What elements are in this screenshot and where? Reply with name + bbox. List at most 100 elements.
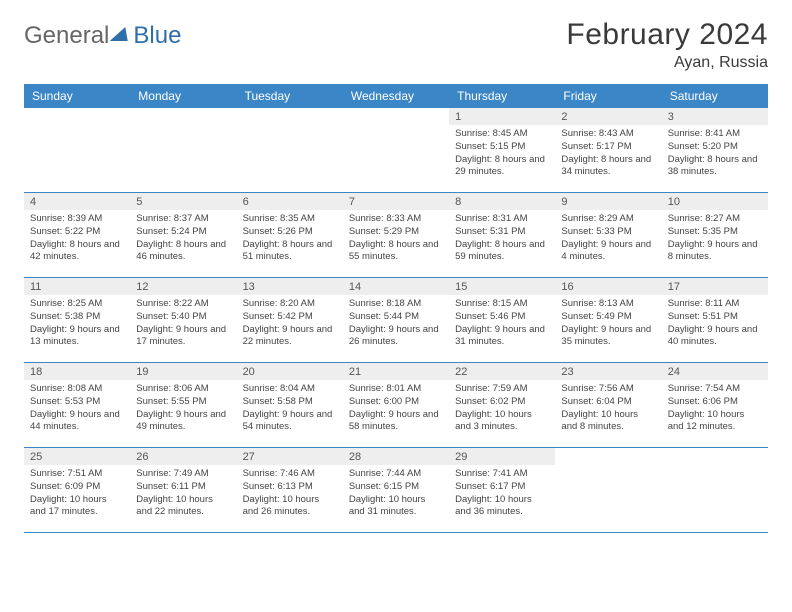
- calendar-day-cell: 15 Sunrise: 8:15 AMSunset: 5:46 PMDayligh…: [449, 278, 555, 362]
- weekday-label: Thursday: [449, 84, 555, 108]
- day-number: 19: [130, 363, 236, 380]
- title-block: February 2024 Ayan, Russia: [566, 18, 768, 72]
- daylight-line: Daylight: 9 hours and 26 minutes.: [349, 324, 443, 350]
- daylight-line: Daylight: 10 hours and 17 minutes.: [30, 494, 124, 520]
- sunset-line: Sunset: 5:29 PM: [349, 226, 443, 239]
- day-number: 4: [24, 193, 130, 210]
- sunset-line: Sunset: 5:17 PM: [561, 141, 655, 154]
- sunrise-line: Sunrise: 7:56 AM: [561, 383, 655, 396]
- day-number: 23: [555, 363, 661, 380]
- day-data: Sunrise: 8:20 AMSunset: 5:42 PMDaylight:…: [237, 295, 343, 353]
- sunset-line: Sunset: 5:58 PM: [243, 396, 337, 409]
- day-number: 6: [237, 193, 343, 210]
- sunrise-line: Sunrise: 8:18 AM: [349, 298, 443, 311]
- calendar-day-cell: 27Sunrise: 7:46 AMSunset: 6:13 PMDayligh…: [237, 448, 343, 532]
- daylight-line: Daylight: 9 hours and 4 minutes.: [561, 239, 655, 265]
- sunset-line: Sunset: 6:02 PM: [455, 396, 549, 409]
- sunrise-line: Sunrise: 8:13 AM: [561, 298, 655, 311]
- calendar-day-cell: 12Sunrise: 8:22 AMSunset: 5:40 PMDayligh…: [130, 278, 236, 362]
- daylight-line: Daylight: 10 hours and 8 minutes.: [561, 409, 655, 435]
- sunrise-line: Sunrise: 8:27 AM: [668, 213, 762, 226]
- brand-logo: General Blue: [24, 18, 181, 50]
- sunset-line: Sunset: 5:24 PM: [136, 226, 230, 239]
- calendar-day-cell: [24, 108, 130, 192]
- daylight-line: Daylight: 10 hours and 3 minutes.: [455, 409, 549, 435]
- sunset-line: Sunset: 5:55 PM: [136, 396, 230, 409]
- day-data: Sunrise: 8:31 AMSunset: 5:31 PMDaylight:…: [449, 210, 555, 268]
- day-number: 10: [662, 193, 768, 210]
- day-number: 26: [130, 448, 236, 465]
- day-data: Sunrise: 7:59 AMSunset: 6:02 PMDaylight:…: [449, 380, 555, 438]
- calendar-day-cell: 25Sunrise: 7:51 AMSunset: 6:09 PMDayligh…: [24, 448, 130, 532]
- calendar-day-cell: 11Sunrise: 8:25 AMSunset: 5:38 PMDayligh…: [24, 278, 130, 362]
- sunrise-line: Sunrise: 8:41 AM: [668, 128, 762, 141]
- title-location: Ayan, Russia: [566, 54, 768, 72]
- sunrise-line: Sunrise: 8:39 AM: [30, 213, 124, 226]
- sunset-line: Sunset: 6:00 PM: [349, 396, 443, 409]
- sunrise-line: Sunrise: 8:31 AM: [455, 213, 549, 226]
- sunrise-line: Sunrise: 8:25 AM: [30, 298, 124, 311]
- calendar-weekday-header: SundayMondayTuesdayWednesdayThursdayFrid…: [24, 84, 768, 108]
- day-data: Sunrise: 8:11 AMSunset: 5:51 PMDaylight:…: [662, 295, 768, 353]
- calendar-day-cell: 28Sunrise: 7:44 AMSunset: 6:15 PMDayligh…: [343, 448, 449, 532]
- calendar-day-cell: 18Sunrise: 8:08 AMSunset: 5:53 PMDayligh…: [24, 363, 130, 447]
- sunset-line: Sunset: 5:26 PM: [243, 226, 337, 239]
- calendar-day-cell: 23Sunrise: 7:56 AMSunset: 6:04 PMDayligh…: [555, 363, 661, 447]
- day-number: 9: [555, 193, 661, 210]
- daylight-line: Daylight: 8 hours and 51 minutes.: [243, 239, 337, 265]
- sunset-line: Sunset: 6:09 PM: [30, 481, 124, 494]
- sunset-line: Sunset: 5:20 PM: [668, 141, 762, 154]
- calendar-day-cell: 21Sunrise: 8:01 AMSunset: 6:00 PMDayligh…: [343, 363, 449, 447]
- sunrise-line: Sunrise: 8:01 AM: [349, 383, 443, 396]
- sunset-line: Sunset: 5:31 PM: [455, 226, 549, 239]
- sunset-line: Sunset: 5:46 PM: [455, 311, 549, 324]
- weekday-label: Saturday: [662, 84, 768, 108]
- day-data: Sunrise: 8:13 AMSunset: 5:49 PMDaylight:…: [555, 295, 661, 353]
- sunrise-line: Sunrise: 8:45 AM: [455, 128, 549, 141]
- calendar-day-cell: 24Sunrise: 7:54 AMSunset: 6:06 PMDayligh…: [662, 363, 768, 447]
- sunset-line: Sunset: 5:51 PM: [668, 311, 762, 324]
- daylight-line: Daylight: 10 hours and 36 minutes.: [455, 494, 549, 520]
- sunset-line: Sunset: 6:13 PM: [243, 481, 337, 494]
- day-number: 16: [555, 278, 661, 295]
- day-data: Sunrise: 7:44 AMSunset: 6:15 PMDaylight:…: [343, 465, 449, 523]
- day-number: 22: [449, 363, 555, 380]
- calendar-day-cell: 4Sunrise: 8:39 AMSunset: 5:22 PMDaylight…: [24, 193, 130, 277]
- day-data: Sunrise: 8:33 AMSunset: 5:29 PMDaylight:…: [343, 210, 449, 268]
- sunset-line: Sunset: 5:15 PM: [455, 141, 549, 154]
- day-data: Sunrise: 8:27 AMSunset: 5:35 PMDaylight:…: [662, 210, 768, 268]
- calendar-page: General Blue February 2024 Ayan, Russia …: [0, 0, 792, 543]
- day-data: Sunrise: 7:54 AMSunset: 6:06 PMDaylight:…: [662, 380, 768, 438]
- day-number: 15: [449, 278, 555, 295]
- day-data: Sunrise: 8:01 AMSunset: 6:00 PMDaylight:…: [343, 380, 449, 438]
- calendar-day-cell: 3Sunrise: 8:41 AMSunset: 5:20 PMDaylight…: [662, 108, 768, 192]
- calendar-week-row: 18Sunrise: 8:08 AMSunset: 5:53 PMDayligh…: [24, 363, 768, 448]
- calendar-day-cell: [130, 108, 236, 192]
- sunrise-line: Sunrise: 7:54 AM: [668, 383, 762, 396]
- day-data: Sunrise: 7:49 AMSunset: 6:11 PMDaylight:…: [130, 465, 236, 523]
- sail-icon: [110, 27, 135, 41]
- daylight-line: Daylight: 8 hours and 42 minutes.: [30, 239, 124, 265]
- sunrise-line: Sunrise: 8:15 AM: [455, 298, 549, 311]
- daylight-line: Daylight: 10 hours and 31 minutes.: [349, 494, 443, 520]
- calendar-day-cell: 20Sunrise: 8:04 AMSunset: 5:58 PMDayligh…: [237, 363, 343, 447]
- day-data: Sunrise: 8:06 AMSunset: 5:55 PMDaylight:…: [130, 380, 236, 438]
- sunset-line: Sunset: 6:15 PM: [349, 481, 443, 494]
- daylight-line: Daylight: 9 hours and 22 minutes.: [243, 324, 337, 350]
- daylight-line: Daylight: 9 hours and 31 minutes.: [455, 324, 549, 350]
- day-data: Sunrise: 8:18 AMSunset: 5:44 PMDaylight:…: [343, 295, 449, 353]
- day-data: Sunrise: 8:04 AMSunset: 5:58 PMDaylight:…: [237, 380, 343, 438]
- daylight-line: Daylight: 9 hours and 35 minutes.: [561, 324, 655, 350]
- day-number: 2: [555, 108, 661, 125]
- calendar-day-cell: 8Sunrise: 8:31 AMSunset: 5:31 PMDaylight…: [449, 193, 555, 277]
- sunrise-line: Sunrise: 8:33 AM: [349, 213, 443, 226]
- day-data: Sunrise: 8:37 AMSunset: 5:24 PMDaylight:…: [130, 210, 236, 268]
- sunrise-line: Sunrise: 7:59 AM: [455, 383, 549, 396]
- day-number: 29: [449, 448, 555, 465]
- day-number: 17: [662, 278, 768, 295]
- day-number: 14: [343, 278, 449, 295]
- sunrise-line: Sunrise: 7:49 AM: [136, 468, 230, 481]
- weekday-label: Monday: [130, 84, 236, 108]
- daylight-line: Daylight: 10 hours and 22 minutes.: [136, 494, 230, 520]
- daylight-line: Daylight: 9 hours and 13 minutes.: [30, 324, 124, 350]
